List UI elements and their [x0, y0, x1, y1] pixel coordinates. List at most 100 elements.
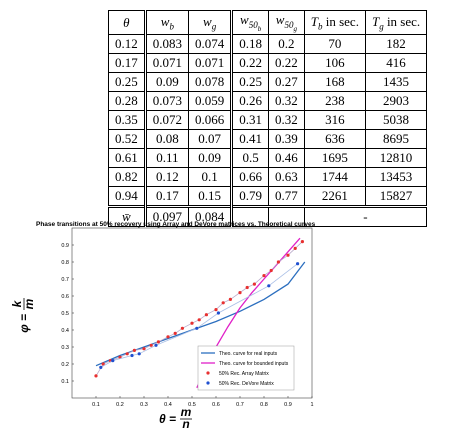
table-row: 0.35 0.072 0.066 0.31 0.32 316 5038	[108, 110, 428, 130]
xlabel-label: θ = mn	[159, 405, 192, 431]
table-row: 0.82 0.12 0.1 0.66 0.63 1744 13453	[108, 167, 428, 187]
series-marker	[214, 308, 218, 312]
legend-label: 50% Rec. DeVore Matrix	[219, 381, 274, 387]
series-marker	[197, 318, 201, 322]
x-tick-label: 0.2	[116, 402, 124, 408]
header-subsub: g	[293, 24, 297, 33]
table-cell: 0.071	[187, 53, 234, 73]
header-row: θ wb wg w50b w50g Tb in sec. Tg in sec.	[108, 10, 428, 35]
table-cell: 0.11	[144, 148, 190, 168]
series-marker	[125, 352, 129, 356]
table-cell: 0.071	[144, 53, 190, 73]
header-cell: Tb in sec.	[303, 10, 366, 35]
series-marker	[293, 246, 297, 250]
table-row: 0.94 0.17 0.15 0.79 0.77 2261 15827	[108, 186, 428, 207]
header-sub: b	[317, 21, 323, 32]
chart-title: Phase transitions at 50% recovery using …	[36, 221, 316, 228]
table-cell: 0.94	[108, 186, 147, 207]
series-marker	[286, 253, 290, 257]
table-cell: 0.63	[268, 167, 305, 187]
table-cell: 1744	[303, 167, 366, 187]
header-sub: g	[211, 21, 217, 32]
footer-cell	[231, 205, 269, 227]
table-cell: 70	[303, 34, 366, 54]
header-main: w	[203, 13, 212, 29]
table-cell: 0.5	[231, 148, 269, 168]
table-cell: 15827	[364, 186, 428, 207]
xlabel-num: m	[181, 405, 192, 419]
table-cell: 0.15	[187, 186, 234, 207]
series-marker	[245, 285, 249, 290]
table-cell: 0.41	[231, 129, 269, 149]
y-tick-label: 0.7	[61, 277, 69, 283]
header-rest: in sec.	[383, 13, 421, 29]
y-tick-label: 0.8	[61, 260, 69, 266]
table-cell: 316	[303, 110, 366, 130]
x-tick-label: 0.5	[188, 402, 196, 408]
series-marker	[262, 274, 266, 278]
legend-label: Theo. curve for bounded inputs	[219, 361, 289, 367]
header-cell: θ	[108, 10, 147, 35]
table-cell: 0.31	[231, 110, 269, 130]
series-marker	[190, 321, 194, 325]
y-tick-label: 0.3	[61, 345, 69, 351]
series-marker	[99, 365, 103, 369]
header-cell: wg	[187, 10, 234, 35]
series-marker	[101, 362, 105, 366]
series-marker	[276, 260, 280, 264]
table-row: 0.12 0.083 0.074 0.18 0.2 70 182	[108, 34, 428, 54]
y-tick-label: 0.9	[61, 243, 69, 249]
table-cell: 0.066	[187, 110, 234, 130]
table-cell: 0.09	[187, 148, 234, 168]
table-cell: 0.12	[144, 167, 190, 187]
xlabel-lhs: θ =	[159, 412, 176, 426]
table-cell: 0.32	[268, 91, 305, 111]
results-table: θ wb wg w50b w50g Tb in sec. Tg in sec. 0.12 0.0…	[108, 10, 428, 227]
series-marker	[132, 348, 136, 352]
table-cell: 106	[303, 53, 366, 73]
y-tick-label: 0.1	[61, 379, 69, 385]
table-cell: 0.22	[231, 53, 269, 73]
table-cell: 0.26	[231, 91, 269, 111]
table-cell: 0.083	[144, 34, 190, 54]
series-marker	[204, 313, 208, 317]
table-cell: 2903	[364, 91, 428, 111]
legend-marker	[206, 371, 210, 375]
series-marker	[173, 331, 177, 335]
table-cell: 0.22	[268, 53, 305, 73]
table-cell: 0.52	[108, 129, 147, 149]
xlabel-den: n	[182, 417, 189, 431]
legend-label: Theo. curve for real inputs	[219, 351, 278, 357]
table-cell: 0.2	[268, 34, 305, 54]
series-marker	[267, 284, 271, 288]
table-cell: 2261	[303, 186, 366, 207]
table-cell: 416	[364, 53, 428, 73]
table-cell: 0.09	[144, 72, 190, 92]
y-tick-label: 0.5	[61, 311, 69, 317]
table-cell: 0.073	[144, 91, 190, 111]
x-tick-label: 0.8	[260, 402, 268, 408]
ylabel-lhs: φ =	[17, 314, 31, 333]
header-main: T	[371, 13, 380, 29]
footer-label: w̄	[108, 205, 147, 227]
table-cell: 13453	[364, 167, 428, 187]
table-cell: 5038	[364, 110, 428, 130]
header-sub: 50g	[284, 19, 297, 33]
series-marker	[94, 374, 98, 378]
table-cell: 0.08	[144, 129, 190, 149]
table-cell: 0.35	[108, 110, 147, 130]
table-cell: 0.18	[231, 34, 269, 54]
series-marker	[296, 262, 300, 266]
table-cell: 0.17	[144, 186, 190, 207]
footer-cell: 0.084	[187, 205, 234, 227]
legend-marker	[206, 381, 210, 385]
table-cell: 8695	[364, 129, 428, 149]
y-tick-label: 0.6	[61, 294, 69, 300]
table-row: 0.52 0.08 0.07 0.41 0.39 636 8695	[108, 129, 428, 149]
series-marker	[228, 297, 232, 301]
table-cell: 1695	[303, 148, 366, 168]
series-marker	[221, 301, 225, 305]
footer-cell: -	[303, 205, 428, 227]
series-marker	[180, 326, 184, 330]
